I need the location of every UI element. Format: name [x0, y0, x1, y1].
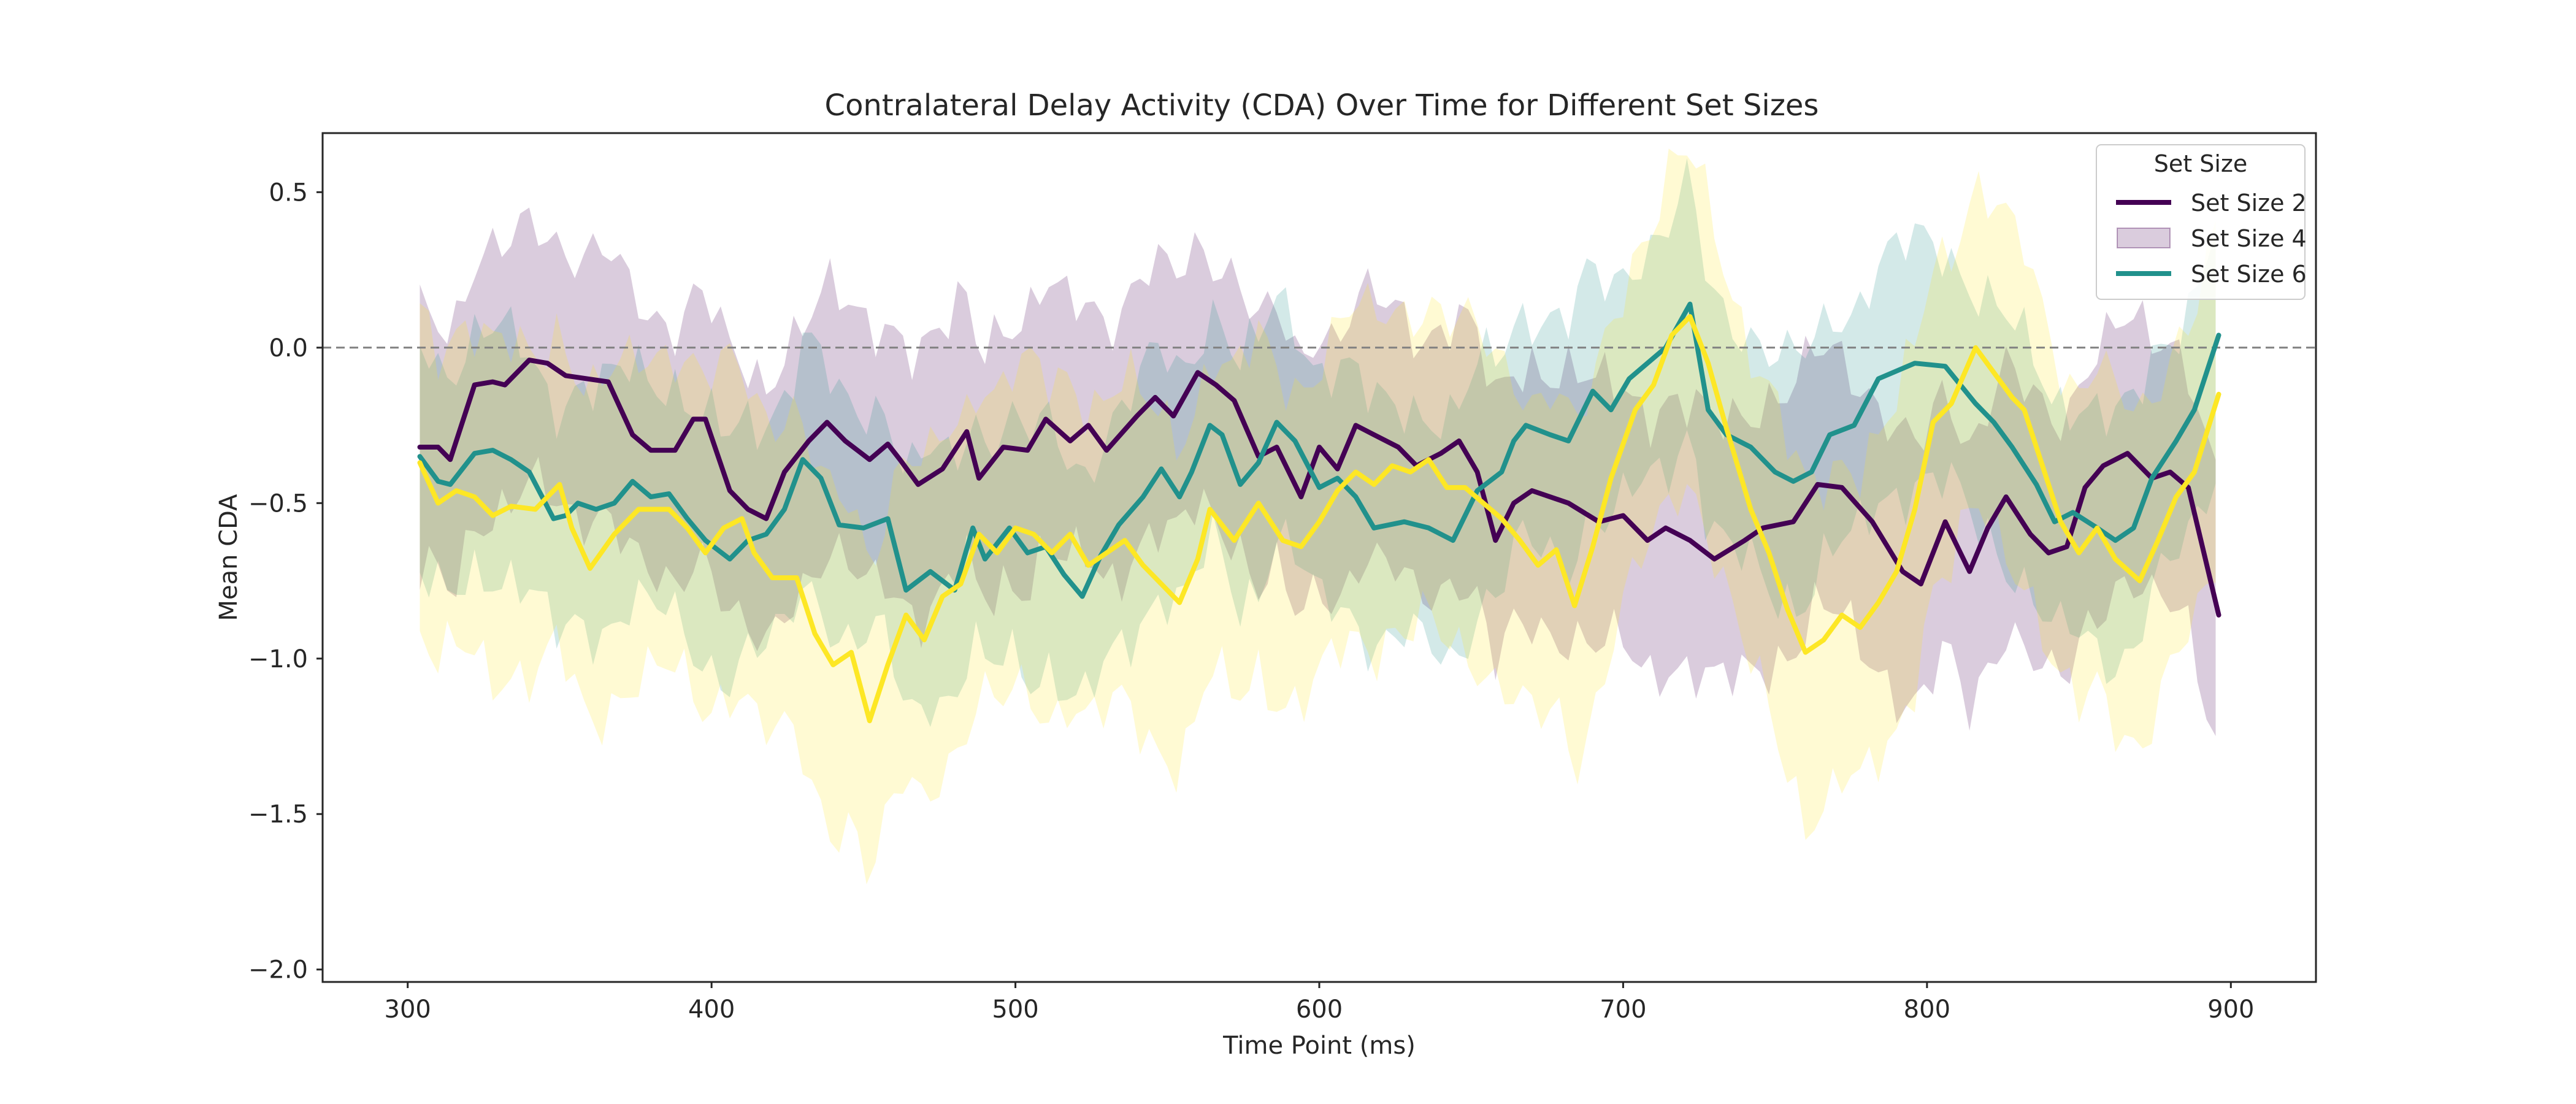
y-axis-label: Mean CDA — [215, 494, 243, 621]
series-line — [417, 301, 2221, 599]
legend-label: Set Size 6 — [2191, 261, 2307, 288]
legend: Set Size Set Size 2 Set Size 4 Set Size 6 — [2096, 144, 2307, 300]
x-axis-label: Time Point (ms) — [1222, 1032, 1416, 1060]
confidence-band — [420, 148, 2216, 884]
y-tick-label: −1.0 — [248, 645, 308, 673]
legend-title: Set Size — [2154, 150, 2247, 177]
plot-area — [323, 148, 2316, 884]
chart-title: Contralateral Delay Activity (CDA) Over … — [825, 88, 1819, 123]
y-tick-label: 0.5 — [269, 178, 308, 207]
y-tick-label: 0.0 — [269, 334, 308, 362]
y-tick-label: −0.5 — [248, 489, 308, 518]
legend-entries: Set Size 2 Set Size 4 Set Size 6 — [2116, 190, 2307, 288]
x-axis-ticks: 300 400 500 600 700 800 900 — [385, 982, 2254, 1024]
series-lines — [417, 301, 2221, 724]
legend-label: Set Size 2 — [2191, 190, 2307, 217]
x-tick-label: 800 — [1904, 995, 1950, 1024]
legend-label: Set Size 4 — [2191, 225, 2307, 252]
x-tick-label: 900 — [2207, 995, 2254, 1024]
y-tick-label: −1.5 — [248, 800, 308, 829]
y-tick-label: −2.0 — [248, 956, 308, 984]
x-tick-label: 600 — [1296, 995, 1343, 1024]
y-axis-ticks: 0.5 0.0 −0.5 −1.0 −1.5 −2.0 — [248, 178, 323, 984]
series-line — [417, 358, 2221, 618]
legend-box — [2096, 144, 2306, 300]
x-tick-label: 400 — [688, 995, 735, 1024]
x-tick-label: 700 — [1600, 995, 1646, 1024]
legend-swatch — [2117, 228, 2171, 248]
confidence-band — [420, 158, 2216, 727]
confidence-bands — [420, 148, 2216, 884]
x-tick-label: 300 — [385, 995, 431, 1024]
confidence-band — [420, 207, 2216, 737]
series-line — [417, 314, 2221, 724]
x-tick-label: 500 — [992, 995, 1038, 1024]
